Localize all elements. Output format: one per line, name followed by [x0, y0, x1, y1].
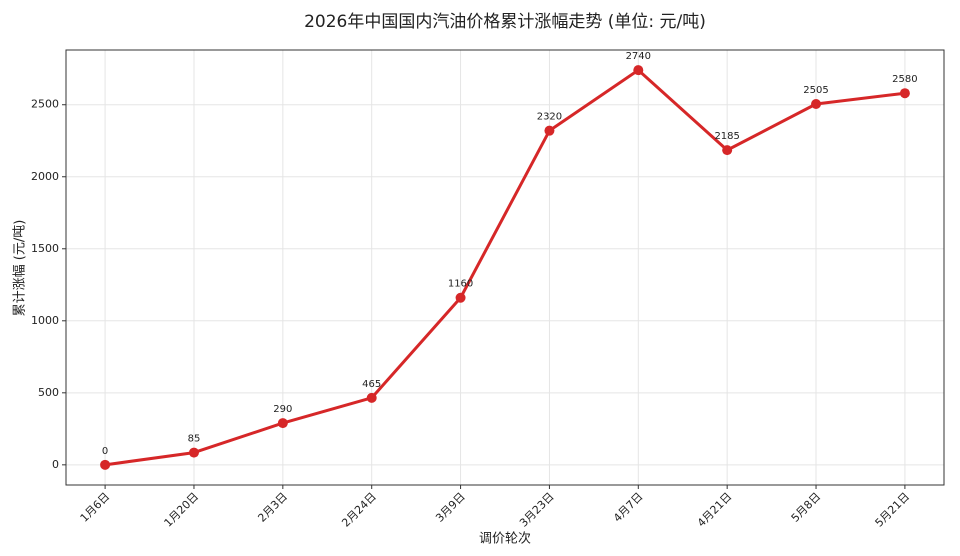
- y-tick-label: 2500: [31, 98, 59, 111]
- value-label: 290: [273, 404, 292, 415]
- plot: 0 85 290 465 1160 2320 2740 2185 2505 2580: [100, 51, 918, 470]
- value-label: 2185: [714, 131, 739, 142]
- value-label: 85: [188, 434, 201, 445]
- value-label: 2740: [626, 51, 651, 62]
- y-tick-label: 1500: [31, 242, 59, 255]
- point: [188, 447, 199, 458]
- point: [544, 125, 555, 136]
- grid: 0 500 1000 1500 2000 2500 1月6日 1月20日 2月3日 2月24日 3月…: [31, 50, 944, 530]
- x-tick-label: 2月24日: [339, 490, 379, 530]
- chart-title: 2026年中国国内汽油价格累计涨幅走势 (单位: 元/吨): [304, 12, 706, 32]
- y-tick-label: 2000: [31, 170, 59, 183]
- line: [104, 68, 906, 467]
- x-tick-label: 2月3日: [255, 490, 290, 525]
- point: [277, 418, 288, 429]
- point: [899, 88, 910, 99]
- value-label: 2505: [803, 85, 828, 96]
- point: [100, 459, 111, 470]
- value-label: 2580: [892, 74, 917, 85]
- y-tick-label: 1000: [31, 314, 59, 327]
- y-tick-label: 500: [38, 386, 59, 399]
- x-tick-label: 1月20日: [162, 490, 202, 530]
- x-tick-label: 3月9日: [433, 490, 468, 525]
- point: [455, 292, 466, 303]
- value-label: 2320: [537, 112, 562, 123]
- y-tick-label: 0: [52, 458, 59, 471]
- point: [366, 392, 377, 403]
- x-axis-label: 调价轮次: [479, 531, 531, 547]
- point: [722, 145, 733, 156]
- x-tick-label: 3月23日: [517, 490, 557, 530]
- x-tick-label: 1月6日: [78, 490, 113, 525]
- y-axis-label: 累计涨幅 (元/吨): [13, 220, 28, 317]
- value-label: 465: [362, 379, 381, 390]
- point: [811, 99, 822, 110]
- value-label: 0: [102, 446, 108, 457]
- value-label: 1160: [448, 279, 473, 290]
- x-tick-label: 5月21日: [873, 490, 913, 530]
- x-tick-label: 4月21日: [695, 490, 735, 530]
- point: [633, 65, 644, 76]
- plot-frame: [65, 49, 945, 486]
- x-tick-label: 4月7日: [611, 490, 646, 525]
- x-tick-label: 5月8日: [789, 490, 824, 525]
